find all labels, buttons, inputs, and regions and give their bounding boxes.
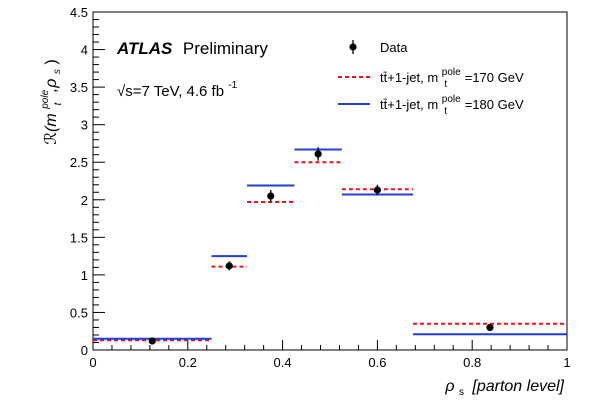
legend-mt180-sub: t [444, 106, 447, 117]
energy-label-exponent: -1 [228, 80, 237, 91]
data-point [267, 192, 275, 200]
y-axis-tail: ,ρ [43, 79, 60, 93]
data-point [314, 150, 322, 158]
plot-frame [92, 11, 568, 351]
data-point [373, 186, 381, 194]
x-tick-label: 0.4 [274, 355, 292, 370]
data-point [225, 262, 233, 270]
y-tick-label: 0.5 [70, 305, 88, 320]
y-tick-label: 1.5 [70, 230, 88, 245]
x-tick-label: 0.2 [179, 355, 197, 370]
y-axis-sub2: s [52, 69, 63, 74]
data-point [486, 323, 494, 332]
x-tick-label: 0.8 [463, 355, 481, 370]
y-tick-label: 3.5 [70, 80, 88, 95]
legend-mt170-sub: t [444, 79, 447, 90]
series-data [148, 147, 494, 345]
energy-lumi-label: √s=7 TeV, 4.6 fb -1 [117, 80, 238, 100]
y-tick-label: 3 [81, 118, 88, 133]
x-tick-label: 0.6 [368, 355, 386, 370]
y-axis-sup: pole [40, 89, 51, 109]
legend-mt170-prefix: tt̄+1-jet, m [380, 70, 438, 85]
experiment-status: Preliminary [183, 39, 269, 58]
x-tick-label: 1 [563, 355, 570, 370]
atlas-label: ATLAS Preliminary [116, 39, 268, 58]
y-tick-label: 2 [81, 193, 88, 208]
legend-data-marker [349, 43, 357, 51]
legend-data-label: Data [380, 40, 408, 55]
x-axis: 0 0.2 0.4 0.6 0.8 1 [89, 340, 571, 370]
y-tick-label: 4.5 [70, 5, 88, 20]
y-axis-main: ℛ(m [43, 113, 60, 144]
y-tick-label: 0 [81, 343, 88, 358]
y-tick-label: 2.5 [70, 155, 88, 170]
legend-mt180-label: tt̄+1-jet, m pole t =180 GeV [380, 90, 524, 117]
y-axis-title: ℛ(m pole t ,ρ s ) [35, 59, 65, 144]
legend-mt180-prefix: tt̄+1-jet, m [380, 97, 438, 112]
legend-mt170-value: =170 GeV [465, 70, 524, 85]
experiment-name: ATLAS [116, 39, 173, 58]
energy-label: √s=7 TeV, 4.6 fb [117, 83, 224, 100]
x-axis-text: [parton level] [471, 378, 564, 395]
x-axis-subscript: s [459, 387, 464, 398]
x-tick-label: 0 [89, 355, 96, 370]
legend: Data tt̄+1-jet, m pole t =170 GeV tt̄+1-… [338, 40, 524, 117]
y-tick-label: 1 [81, 268, 88, 283]
legend-mt170-label: tt̄+1-jet, m pole t =170 GeV [380, 63, 524, 90]
y-tick-label: 4 [81, 43, 88, 58]
x-axis-symbol: ρ [444, 378, 454, 395]
y-axis-sub: t [53, 101, 64, 105]
y-axis-close: ) [43, 59, 60, 64]
legend-mt180-value: =180 GeV [465, 97, 524, 112]
x-axis-title: ρ s [parton level] [444, 378, 564, 399]
legend-mt180-sup: pole [442, 94, 461, 105]
y-axis: 0 0.5 1 1.5 2 2.5 3 3.5 4 4.5 [70, 5, 105, 358]
legend-mt170-sup: pole [442, 67, 461, 78]
data-point [148, 337, 156, 345]
